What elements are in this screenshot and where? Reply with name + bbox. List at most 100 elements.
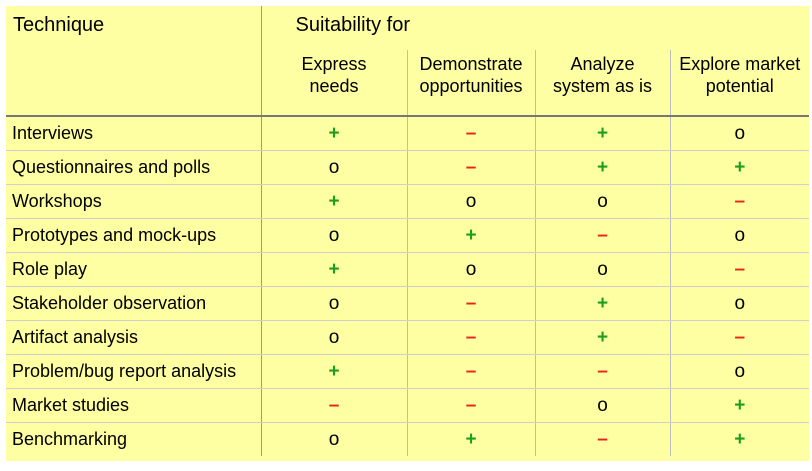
rating-cell: +: [261, 354, 407, 389]
rating-cell: +: [534, 286, 670, 321]
column-header-line1: Demonstrate: [419, 54, 523, 74]
rating-plus: +: [328, 122, 340, 144]
rating-minus: –: [465, 326, 477, 348]
rating-cell: o: [261, 286, 407, 321]
technique-cell: Role play: [6, 252, 262, 287]
rating-neutral: o: [734, 122, 746, 144]
rating-neutral: o: [597, 190, 608, 212]
rating-plus: +: [465, 224, 477, 246]
rating-minus: –: [734, 190, 746, 212]
rating-cell: –: [261, 388, 407, 423]
rating-cell: o: [261, 150, 407, 185]
rating-neutral: o: [328, 224, 340, 246]
column-header-line2: potential: [705, 76, 774, 96]
rating-minus: –: [465, 360, 477, 382]
rating-cell: o: [534, 388, 670, 423]
rating-cell: –: [406, 150, 535, 185]
technique-cell: Benchmarking: [6, 422, 262, 456]
column-header-line2: needs: [309, 76, 359, 96]
rating-neutral: o: [597, 394, 608, 416]
rating-minus: –: [465, 292, 477, 314]
rating-minus: –: [465, 156, 477, 178]
rating-cell: +: [261, 184, 407, 219]
rating-cell: –: [406, 320, 535, 355]
rating-plus: +: [328, 258, 340, 280]
header-row-top: Technique Suitability for: [6, 6, 809, 50]
rating-cell: –: [534, 218, 670, 253]
column-header-line2: opportunities: [419, 76, 523, 96]
rating-minus: –: [734, 258, 746, 280]
rating-cell: +: [669, 422, 809, 456]
technique-cell: Problem/bug report analysis: [6, 354, 262, 389]
table-row: Role play + o o –: [6, 252, 809, 287]
rating-cell: o: [406, 184, 535, 219]
rating-cell: +: [534, 150, 670, 185]
rating-neutral: o: [465, 190, 477, 212]
table-row: Artifact analysis o – + –: [6, 320, 809, 355]
technique-suitability-table-panel: Technique Suitability for Express needs …: [6, 6, 809, 461]
rating-cell: –: [406, 388, 535, 423]
technique-cell: Artifact analysis: [6, 320, 262, 355]
table-row: Prototypes and mock-ups o + – o: [6, 218, 809, 253]
rating-plus: +: [465, 428, 477, 450]
rating-cell: –: [534, 354, 670, 389]
rating-cell: o: [406, 252, 535, 287]
rating-plus: +: [328, 190, 340, 212]
rating-neutral: o: [734, 224, 746, 246]
rating-neutral: o: [734, 292, 746, 314]
rating-minus: –: [597, 224, 608, 246]
technique-header: Technique: [6, 6, 262, 50]
table-row: Stakeholder observation o – + o: [6, 286, 809, 321]
technique-cell: Market studies: [6, 388, 262, 423]
rating-cell: +: [406, 422, 535, 456]
rating-cell: o: [261, 423, 407, 457]
rating-cell: o: [534, 184, 670, 219]
rating-plus: +: [734, 428, 746, 450]
column-header-line1: Express: [301, 54, 367, 74]
rating-cell: –: [406, 354, 535, 389]
column-header-line1: Explore market: [679, 54, 801, 74]
rating-cell: o: [669, 286, 809, 321]
rating-cell: –: [669, 320, 809, 355]
rating-plus: +: [596, 292, 609, 314]
table-row: Workshops + o o –: [6, 184, 809, 219]
table-row: Market studies – – o +: [6, 388, 809, 423]
rating-minus: –: [465, 394, 477, 416]
rating-cell: –: [669, 252, 809, 287]
suitability-header: Suitability for: [295, 14, 411, 36]
rating-cell: +: [534, 320, 670, 355]
table-body: Interviews + – + o Questionnaires and polls o –…: [6, 116, 809, 456]
rating-cell: +: [669, 388, 809, 423]
rating-cell: o: [261, 320, 407, 355]
table-row: Interviews + – + o: [6, 116, 809, 151]
rating-neutral: o: [597, 258, 608, 280]
rating-cell: +: [261, 252, 407, 287]
rating-plus: +: [328, 360, 340, 382]
table-row: Problem/bug report analysis + – – o: [6, 354, 809, 389]
rating-neutral: o: [328, 428, 340, 450]
technique-cell: Workshops: [6, 184, 262, 219]
technique-cell: Stakeholder observation: [6, 286, 262, 321]
column-header-express-needs: Express needs: [261, 50, 407, 117]
technique-suitability-table: Technique Suitability for Express needs …: [6, 6, 809, 456]
rating-minus: –: [597, 428, 608, 450]
table-row: Questionnaires and polls o – + +: [6, 150, 809, 185]
technique-cell: Prototypes and mock-ups: [6, 218, 262, 253]
rating-neutral: o: [328, 292, 340, 314]
column-header-line1: Analyze: [570, 54, 635, 74]
rating-plus: +: [596, 156, 609, 178]
technique-cell: Interviews: [6, 116, 262, 151]
rating-neutral: o: [465, 258, 477, 280]
column-header-explore-market: Explore market potential: [669, 50, 809, 117]
rating-minus: –: [465, 122, 477, 144]
rating-plus: +: [596, 122, 609, 144]
table-row: Benchmarking o + – +: [6, 422, 809, 457]
column-header-analyze-system: Analyze system as is: [534, 50, 670, 117]
rating-cell: –: [406, 116, 535, 151]
rating-cell: –: [406, 286, 535, 321]
rating-neutral: o: [328, 156, 340, 178]
rating-cell: o: [534, 252, 670, 287]
rating-plus: +: [596, 326, 609, 348]
column-header-demonstrate-opportunities: Demonstrate opportunities: [406, 50, 535, 117]
header-row-columns: Express needs Demonstrate opportunities …: [6, 50, 809, 117]
